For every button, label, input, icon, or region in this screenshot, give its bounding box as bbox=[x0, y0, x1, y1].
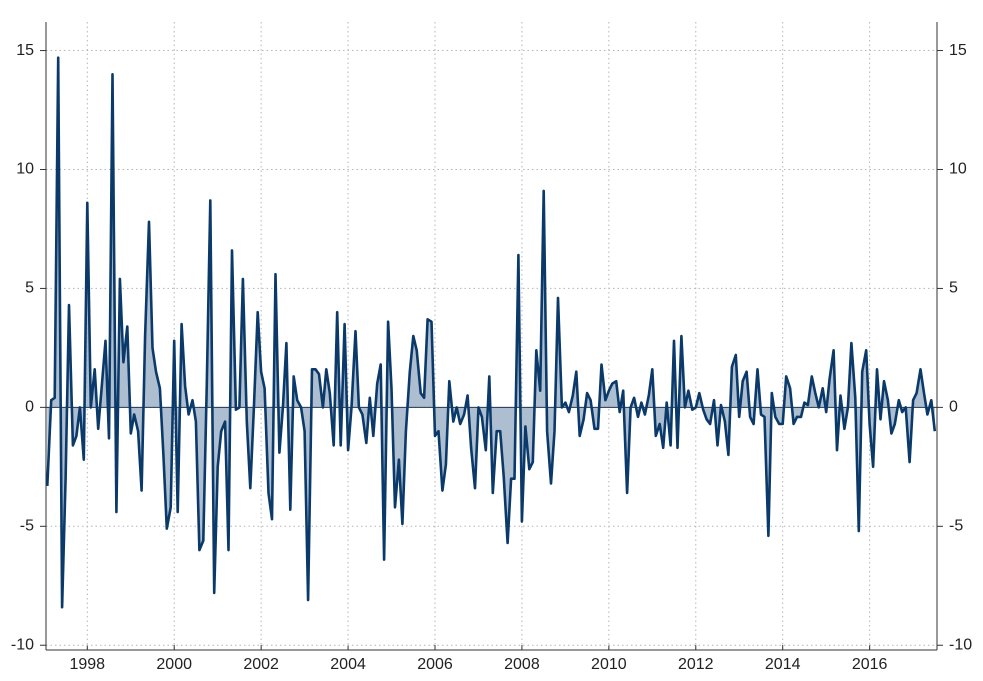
x-tick-label: 2014 bbox=[765, 656, 801, 673]
y2-tick-label: 0 bbox=[949, 399, 958, 416]
y-tick-label: 0 bbox=[25, 399, 34, 416]
x-tick-label: 2016 bbox=[852, 656, 888, 673]
x-tick-label: 2008 bbox=[504, 656, 540, 673]
y-tick-label: -10 bbox=[11, 636, 34, 653]
x-tick-label: 1998 bbox=[69, 656, 105, 673]
y2-tick-label: 5 bbox=[949, 280, 958, 297]
y2-tick-label: -5 bbox=[949, 518, 963, 535]
x-tick-label: 2002 bbox=[243, 656, 279, 673]
area bbox=[47, 57, 935, 608]
x-tick-label: 2000 bbox=[156, 656, 192, 673]
x-tick-label: 2010 bbox=[591, 656, 627, 673]
y-tick-label: -5 bbox=[20, 518, 34, 535]
y-tick-label: 10 bbox=[16, 161, 34, 178]
y2-tick-label: 15 bbox=[949, 42, 967, 59]
line bbox=[46, 56, 937, 609]
y2-tick-label: 10 bbox=[949, 161, 967, 178]
y2-tick-label: -10 bbox=[949, 636, 972, 653]
x-tick-label: 2012 bbox=[678, 656, 714, 673]
y-tick-label: 15 bbox=[16, 42, 34, 59]
x-tick-label: 2006 bbox=[417, 656, 453, 673]
x-tick-label: 2004 bbox=[330, 656, 366, 673]
y-tick-label: 5 bbox=[25, 280, 34, 297]
